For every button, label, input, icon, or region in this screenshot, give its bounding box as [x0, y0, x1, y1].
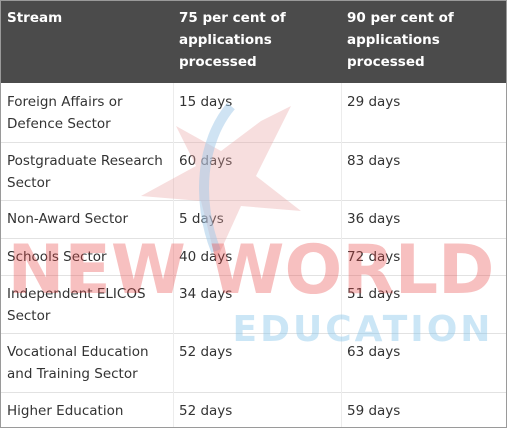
- row-divider: [1, 200, 506, 201]
- row-divider: [1, 333, 506, 334]
- table-cell: 29 days: [347, 94, 401, 110]
- column-divider: [341, 83, 342, 427]
- table-cell: Vocational Education and Training Sector: [7, 344, 149, 382]
- table-cell: 5 days: [179, 211, 224, 227]
- table-cell: 51 days: [347, 286, 401, 302]
- table-cell: Schools Sector: [7, 249, 107, 265]
- table-cell: 15 days: [179, 94, 233, 110]
- table-cell: Non-Award Sector: [7, 211, 129, 227]
- header-cell: 75 per cent of applications processed: [173, 1, 341, 83]
- table-cell: 52 days: [179, 344, 233, 360]
- table-cell: 60 days: [179, 153, 233, 169]
- table-cell: 52 days: [179, 403, 233, 419]
- header-cell: Stream: [1, 1, 173, 83]
- table-cell: 83 days: [347, 153, 401, 169]
- table-cell: 40 days: [179, 249, 233, 265]
- table-cell: 36 days: [347, 211, 401, 227]
- header-cell: 90 per cent of applications processed: [341, 1, 506, 83]
- row-divider: [1, 142, 506, 143]
- row-divider: [1, 275, 506, 276]
- table-cell: Foreign Affairs or Defence Sector: [7, 94, 123, 132]
- table-cell: Postgraduate Research Sector: [7, 153, 163, 191]
- table-cell: 34 days: [179, 286, 233, 302]
- table-cell: Higher Education Sector: [7, 403, 124, 427]
- table-cell: Independent ELICOS Sector: [7, 286, 146, 324]
- table-cell: 59 days: [347, 403, 401, 419]
- row-divider: [1, 238, 506, 239]
- table-cell: 72 days: [347, 249, 401, 265]
- row-divider: [1, 392, 506, 393]
- table-cell: 63 days: [347, 344, 401, 360]
- column-divider: [173, 83, 174, 427]
